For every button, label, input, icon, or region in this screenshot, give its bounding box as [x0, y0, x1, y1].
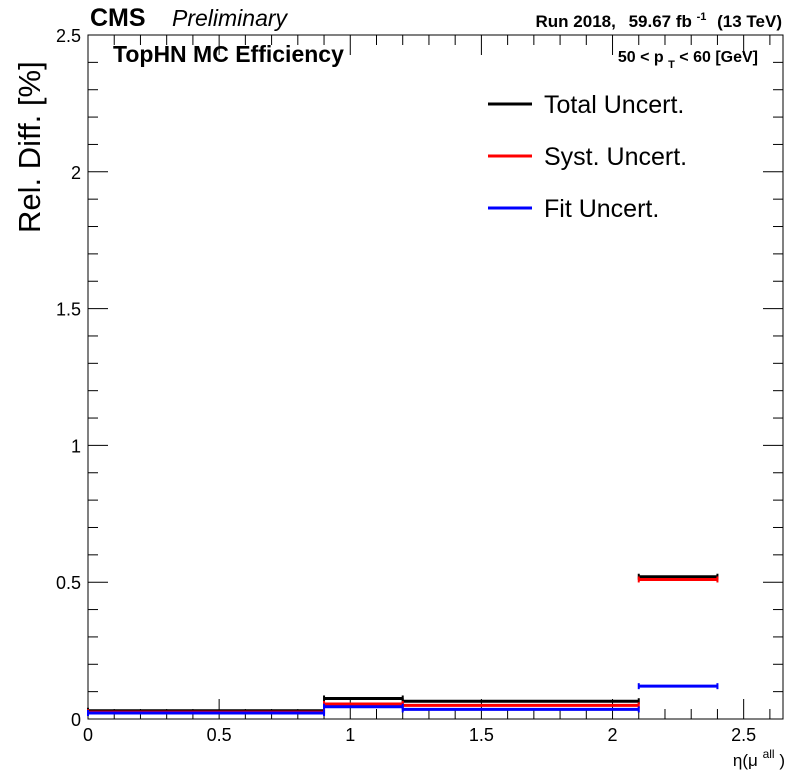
- x-tick-label: 1.5: [469, 725, 494, 745]
- y-tick-label: 0: [71, 710, 81, 730]
- run-label: Run 2018,: [536, 12, 616, 31]
- y-axis-label: Rel. Diff. [%]: [12, 61, 47, 233]
- x-axis-label-end: ): [779, 751, 785, 770]
- x-tick-label: 2: [608, 725, 618, 745]
- y-tick-label: 0.5: [56, 573, 81, 593]
- x-axis-label-base: η(μ: [733, 751, 758, 770]
- x-axis-label-sup: all: [763, 747, 775, 761]
- lumi-exponent: -1: [697, 11, 707, 23]
- axis-ticks: 0 0.5 1 1.5 2 2.5 0 0.5 1 1.5 2 2.5: [56, 26, 783, 745]
- pt-range-sub: T: [668, 59, 675, 71]
- pt-range-label: 50 < p T < 60 [GeV]: [618, 49, 758, 72]
- x-axis-label: η(μ all ): [733, 743, 785, 770]
- x-tick-label: 2.5: [731, 725, 756, 745]
- luminosity-label: Run 2018, 59.67 fb -1 (13 TeV): [536, 5, 782, 31]
- experiment-label: CMS: [90, 4, 146, 32]
- series-syst: [87, 576, 719, 716]
- y-tick-label: 2: [71, 163, 81, 183]
- plot-frame: [87, 34, 784, 720]
- legend-label-syst: Syst. Uncert.: [544, 143, 687, 171]
- status-label: Preliminary: [172, 5, 289, 31]
- series-total: [87, 573, 719, 714]
- y-tick-label: 2.5: [56, 26, 81, 46]
- x-tick-label: 0.5: [207, 725, 232, 745]
- x-tick-label: 1: [345, 725, 355, 745]
- plot-title: TopHN MC Efficiency: [113, 41, 344, 67]
- energy-label: (13 TeV): [717, 12, 782, 31]
- y-tick-label: 1: [71, 436, 81, 456]
- legend-label-total: Total Uncert.: [544, 91, 684, 119]
- legend: Total Uncert. Syst. Uncert. Fit Uncert.: [488, 91, 687, 223]
- legend-label-fit: Fit Uncert.: [544, 195, 659, 223]
- series-fit: [87, 683, 719, 716]
- pt-range-prefix: 50 < p: [618, 49, 664, 66]
- y-tick-label: 1.5: [56, 300, 81, 320]
- pt-range-suffix: < 60 [GeV]: [679, 49, 758, 66]
- x-tick-label: 0: [83, 725, 93, 745]
- lumi-value: 59.67 fb: [629, 12, 692, 31]
- series-layer: [87, 573, 719, 716]
